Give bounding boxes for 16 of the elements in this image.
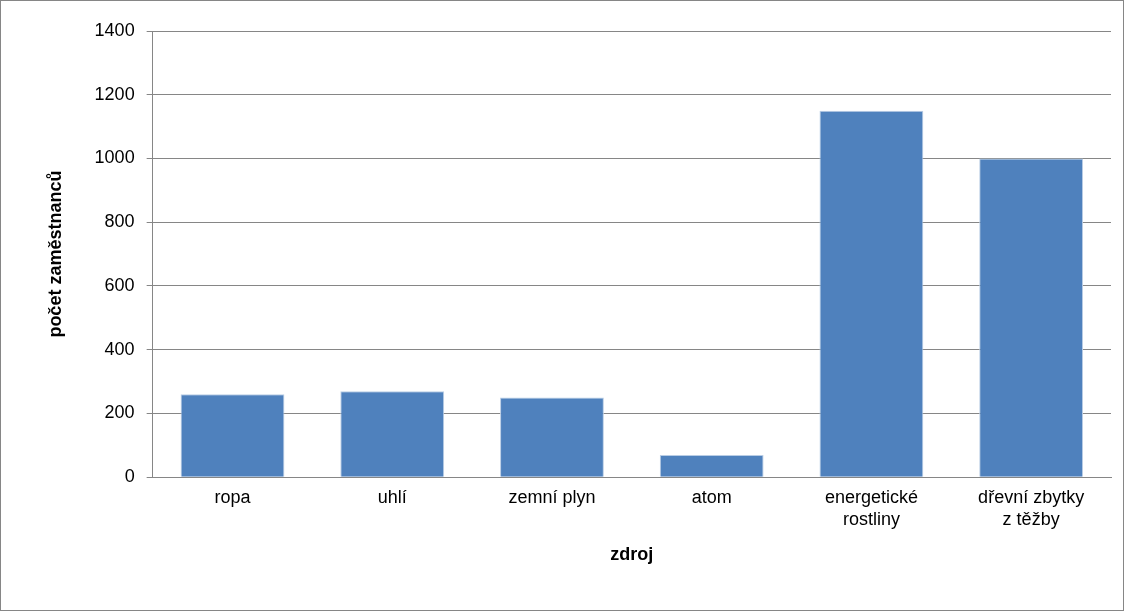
x-tick-label: ropa	[214, 486, 252, 507]
x-tick-label: atom	[691, 486, 732, 507]
x-axis-title: zdroj	[610, 544, 654, 565]
y-tick-label: 400	[104, 338, 135, 359]
y-tick-label: 800	[104, 211, 135, 232]
y-tick-label: 1400	[94, 19, 135, 40]
x-tick-label: dřevní zbytky z těžby	[978, 486, 1085, 529]
y-tick-label: 200	[104, 402, 135, 423]
y-tick-label: 0	[124, 466, 135, 487]
x-tick-label: zemní plyn	[508, 486, 596, 507]
x-tick-label: energetické rostliny	[824, 486, 918, 529]
y-tick-label: 1000	[94, 147, 135, 168]
y-tick-label: 1200	[94, 83, 135, 104]
x-tick-label: uhlí	[377, 486, 407, 507]
y-tick-label: 600	[104, 274, 135, 295]
y-axis-title: počet zaměstnanců	[44, 170, 65, 338]
